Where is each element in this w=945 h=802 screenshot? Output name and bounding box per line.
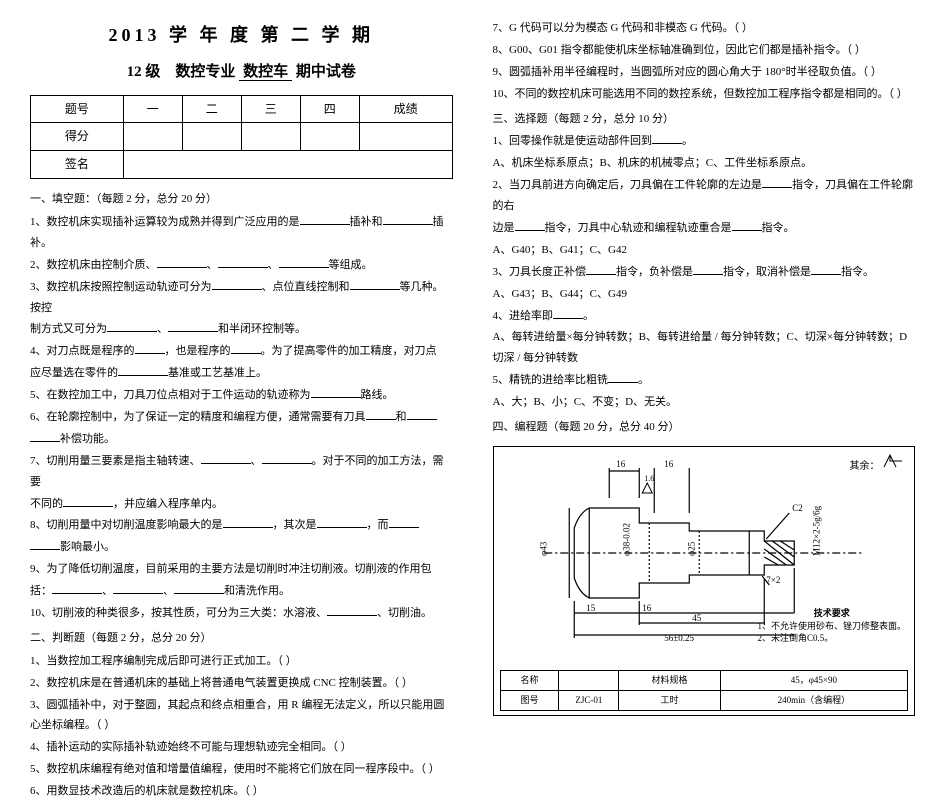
s2q9: 9、圆弧插补用半径编程时，当圆弧所对应的圆心角大于 180°时半径取负值。（ ） — [493, 62, 916, 83]
grade-text: 12 级 — [127, 64, 161, 80]
q3: 3、数控机床按照控制运动轨迹可分为、点位直线控制和等几种。按控 — [30, 277, 453, 319]
svg-text:45: 45 — [692, 613, 702, 623]
q9-2: 括：、、和清洗作用。 — [30, 581, 453, 602]
q3-2: 制方式又可分为、和半闭环控制等。 — [30, 319, 453, 340]
cell: ZJC-01 — [559, 690, 619, 710]
q10: 10、切削液的种类很多，按其性质，可分为三大类：水溶液、、切削油。 — [30, 603, 453, 624]
q8-2: 影响最小。 — [30, 537, 453, 558]
cell: 名称 — [500, 670, 559, 690]
section3-head: 三、选择题（每题 2 分，总分 10 分） — [493, 109, 916, 130]
cell: 二 — [182, 95, 241, 123]
svg-text:φ38-0.02: φ38-0.02 — [621, 523, 631, 556]
score-table: 题号 一 二 三 四 成绩 得分 签名 — [30, 95, 453, 179]
q5: 5、在数控加工中，刀具刀位点相对于工件运动的轨迹称为路线。 — [30, 385, 453, 406]
table-row: 名称 材料规格 45，φ45×90 — [500, 670, 908, 690]
cell: 得分 — [31, 123, 124, 151]
cell: 三 — [241, 95, 300, 123]
svg-text:φ25: φ25 — [686, 541, 696, 556]
cell: 四 — [300, 95, 359, 123]
s2q2: 2、数控机床是在普通机床的基础上将普通电气装置更换成 CNC 控制装置。（ ） — [30, 673, 453, 694]
s2q1: 1、当数控加工程序编制完成后即可进行正式加工。（ ） — [30, 651, 453, 672]
cell: 一 — [123, 95, 182, 123]
s3q1opt: A、机床坐标系原点；B、机床的机械零点；C、工件坐标系原点。 — [493, 153, 916, 174]
svg-text:16: 16 — [642, 603, 652, 613]
cell: 签名 — [31, 151, 124, 179]
cell — [182, 123, 241, 151]
q2: 2、数控机床由控制介质、、、等组成。 — [30, 255, 453, 276]
svg-text:C2: C2 — [792, 503, 803, 513]
q7-2: 不同的，并应编入程序单内。 — [30, 494, 453, 515]
s3q4opt: A、每转进给量×每分钟转数；B、每转进给量 / 每分钟转数；C、切深×每分钟转数… — [493, 327, 916, 369]
cell — [559, 670, 619, 690]
svg-text:φ43: φ43 — [538, 541, 548, 556]
cell: 45，φ45×90 — [720, 670, 907, 690]
table-row: 图号 ZJC-01 工时 240min（含编程） — [500, 690, 908, 710]
s2q5: 5、数控机床编程有绝对值和增量值编程，使用时不能将它们放在同一程序段中。（ ） — [30, 759, 453, 780]
q9: 9、为了降低切削温度，目前采用的主要方法是切削时冲注切削液。切削液的作用包 — [30, 559, 453, 580]
cell — [359, 123, 452, 151]
s3q5opt: A、大；B、小；C、不变；D、无关。 — [493, 392, 916, 413]
cell: 图号 — [500, 690, 559, 710]
svg-text:M12×2-5g/6g: M12×2-5g/6g — [811, 505, 821, 556]
s3q3opt: A、G43；B、G44；C、G49 — [493, 284, 916, 305]
s2q8: 8、G00、G01 指令都能使机床坐标轴准确到位，因此它们都是插补指令。（ ） — [493, 40, 916, 61]
course-text: 数控车 — [239, 64, 292, 81]
right-column: 7、G 代码可以分为模态 G 代码和非模态 G 代码。（ ） 8、G00、G01… — [493, 18, 916, 637]
exam-type-text: 期中试卷 — [296, 64, 356, 80]
q4: 4、对刀点既是程序的，也是程序的。为了提高零件的加工精度，对刀点 — [30, 341, 453, 362]
s3q2opt: A、G40；B、G41；C、G42 — [493, 240, 916, 261]
q7: 7、切削用量三要素是指主轴转速、、。对于不同的加工方法，需要 — [30, 451, 453, 493]
drawing-box: 其余： — [493, 446, 916, 716]
cell — [123, 151, 452, 179]
table-row: 得分 — [31, 123, 453, 151]
extra-label: 其余： — [850, 453, 905, 476]
cell: 成绩 — [359, 95, 452, 123]
major-text: 数控专业 — [175, 64, 235, 80]
s2q3: 3、圆弧插补中，对于整圆，其起点和终点相重合，用 R 编程无法定义，所以只能用圆… — [30, 695, 453, 737]
s3q4: 4、进给率即。 — [493, 306, 916, 327]
table-row: 题号 一 二 三 四 成绩 — [31, 95, 453, 123]
section2-head: 二、判断题（每题 2 分，总分 20 分） — [30, 628, 453, 649]
s2q10: 10、不同的数控机床可能选用不同的数控系统，但数控加工程序指令都是相同的。（ ） — [493, 84, 916, 105]
s2q7: 7、G 代码可以分为模态 G 代码和非模态 G 代码。（ ） — [493, 18, 916, 39]
q6-2: 补偿功能。 — [30, 429, 453, 450]
s3q5: 5、精铣的进给率比粗铣。 — [493, 370, 916, 391]
roughness-icon — [882, 453, 904, 469]
title-year: 2013 学 年 度 第 二 学 期 — [30, 18, 453, 52]
drawing-spec-tables: 名称 材料规格 45，φ45×90 图号 ZJC-01 工时 240min（含编… — [500, 670, 909, 711]
cell: 工时 — [619, 690, 720, 710]
tech-requirements: 技术要求 1、不允许使用砂布、锉刀修整表面。 2、未注倒角C0.5。 — [757, 607, 906, 645]
s2q6: 6、用数显技术改造后的机床就是数控机床。（ ） — [30, 781, 453, 802]
q1: 1、数控机床实现插补运算较为成熟并得到广泛应用的是插补和插补。 — [30, 212, 453, 254]
q4-2: 应尽量选在零件的基准或工艺基准上。 — [30, 363, 453, 384]
q8: 8、切削用量中对切削温度影响最大的是，其次是，而 — [30, 515, 453, 536]
section4-head: 四、编程题（每题 20 分，总分 40 分） — [493, 417, 916, 438]
cell: 240min（含编程） — [720, 690, 907, 710]
cell — [300, 123, 359, 151]
cell: 材料规格 — [619, 670, 720, 690]
section1-head: 一、填空题：（每题 2 分，总分 20 分） — [30, 189, 453, 210]
table-row: 签名 — [31, 151, 453, 179]
s3q2: 2、当刀具前进方向确定后，刀具偏在工件轮廓的左边是指令，刀具偏在工件轮廓的右 — [493, 175, 916, 217]
svg-text:16: 16 — [664, 459, 674, 469]
left-column: 2013 学 年 度 第 二 学 期 12 级 数控专业 数控车 期中试卷 题号… — [30, 18, 453, 637]
s3q3: 3、刀具长度正补偿指令，负补偿是指令，取消补偿是指令。 — [493, 262, 916, 283]
s3q2-2: 边是指令，刀具中心轨迹和编程轨迹重合是指令。 — [493, 218, 916, 239]
q6: 6、在轮廓控制中，为了保证一定的精度和编程方便，通常需要有刀具和 — [30, 407, 453, 428]
s3q1: 1、回零操作就是使运动部件回到。 — [493, 131, 916, 152]
s2q4: 4、插补运动的实际插补轨迹始终不可能与理想轨迹完全相同。（ ） — [30, 737, 453, 758]
svg-text:15: 15 — [586, 603, 596, 613]
svg-text:16: 16 — [616, 459, 626, 469]
cell — [241, 123, 300, 151]
cell: 题号 — [31, 95, 124, 123]
cell — [123, 123, 182, 151]
title-sub: 12 级 数控专业 数控车 期中试卷 — [30, 58, 453, 87]
svg-text:1.6: 1.6 — [644, 474, 654, 483]
